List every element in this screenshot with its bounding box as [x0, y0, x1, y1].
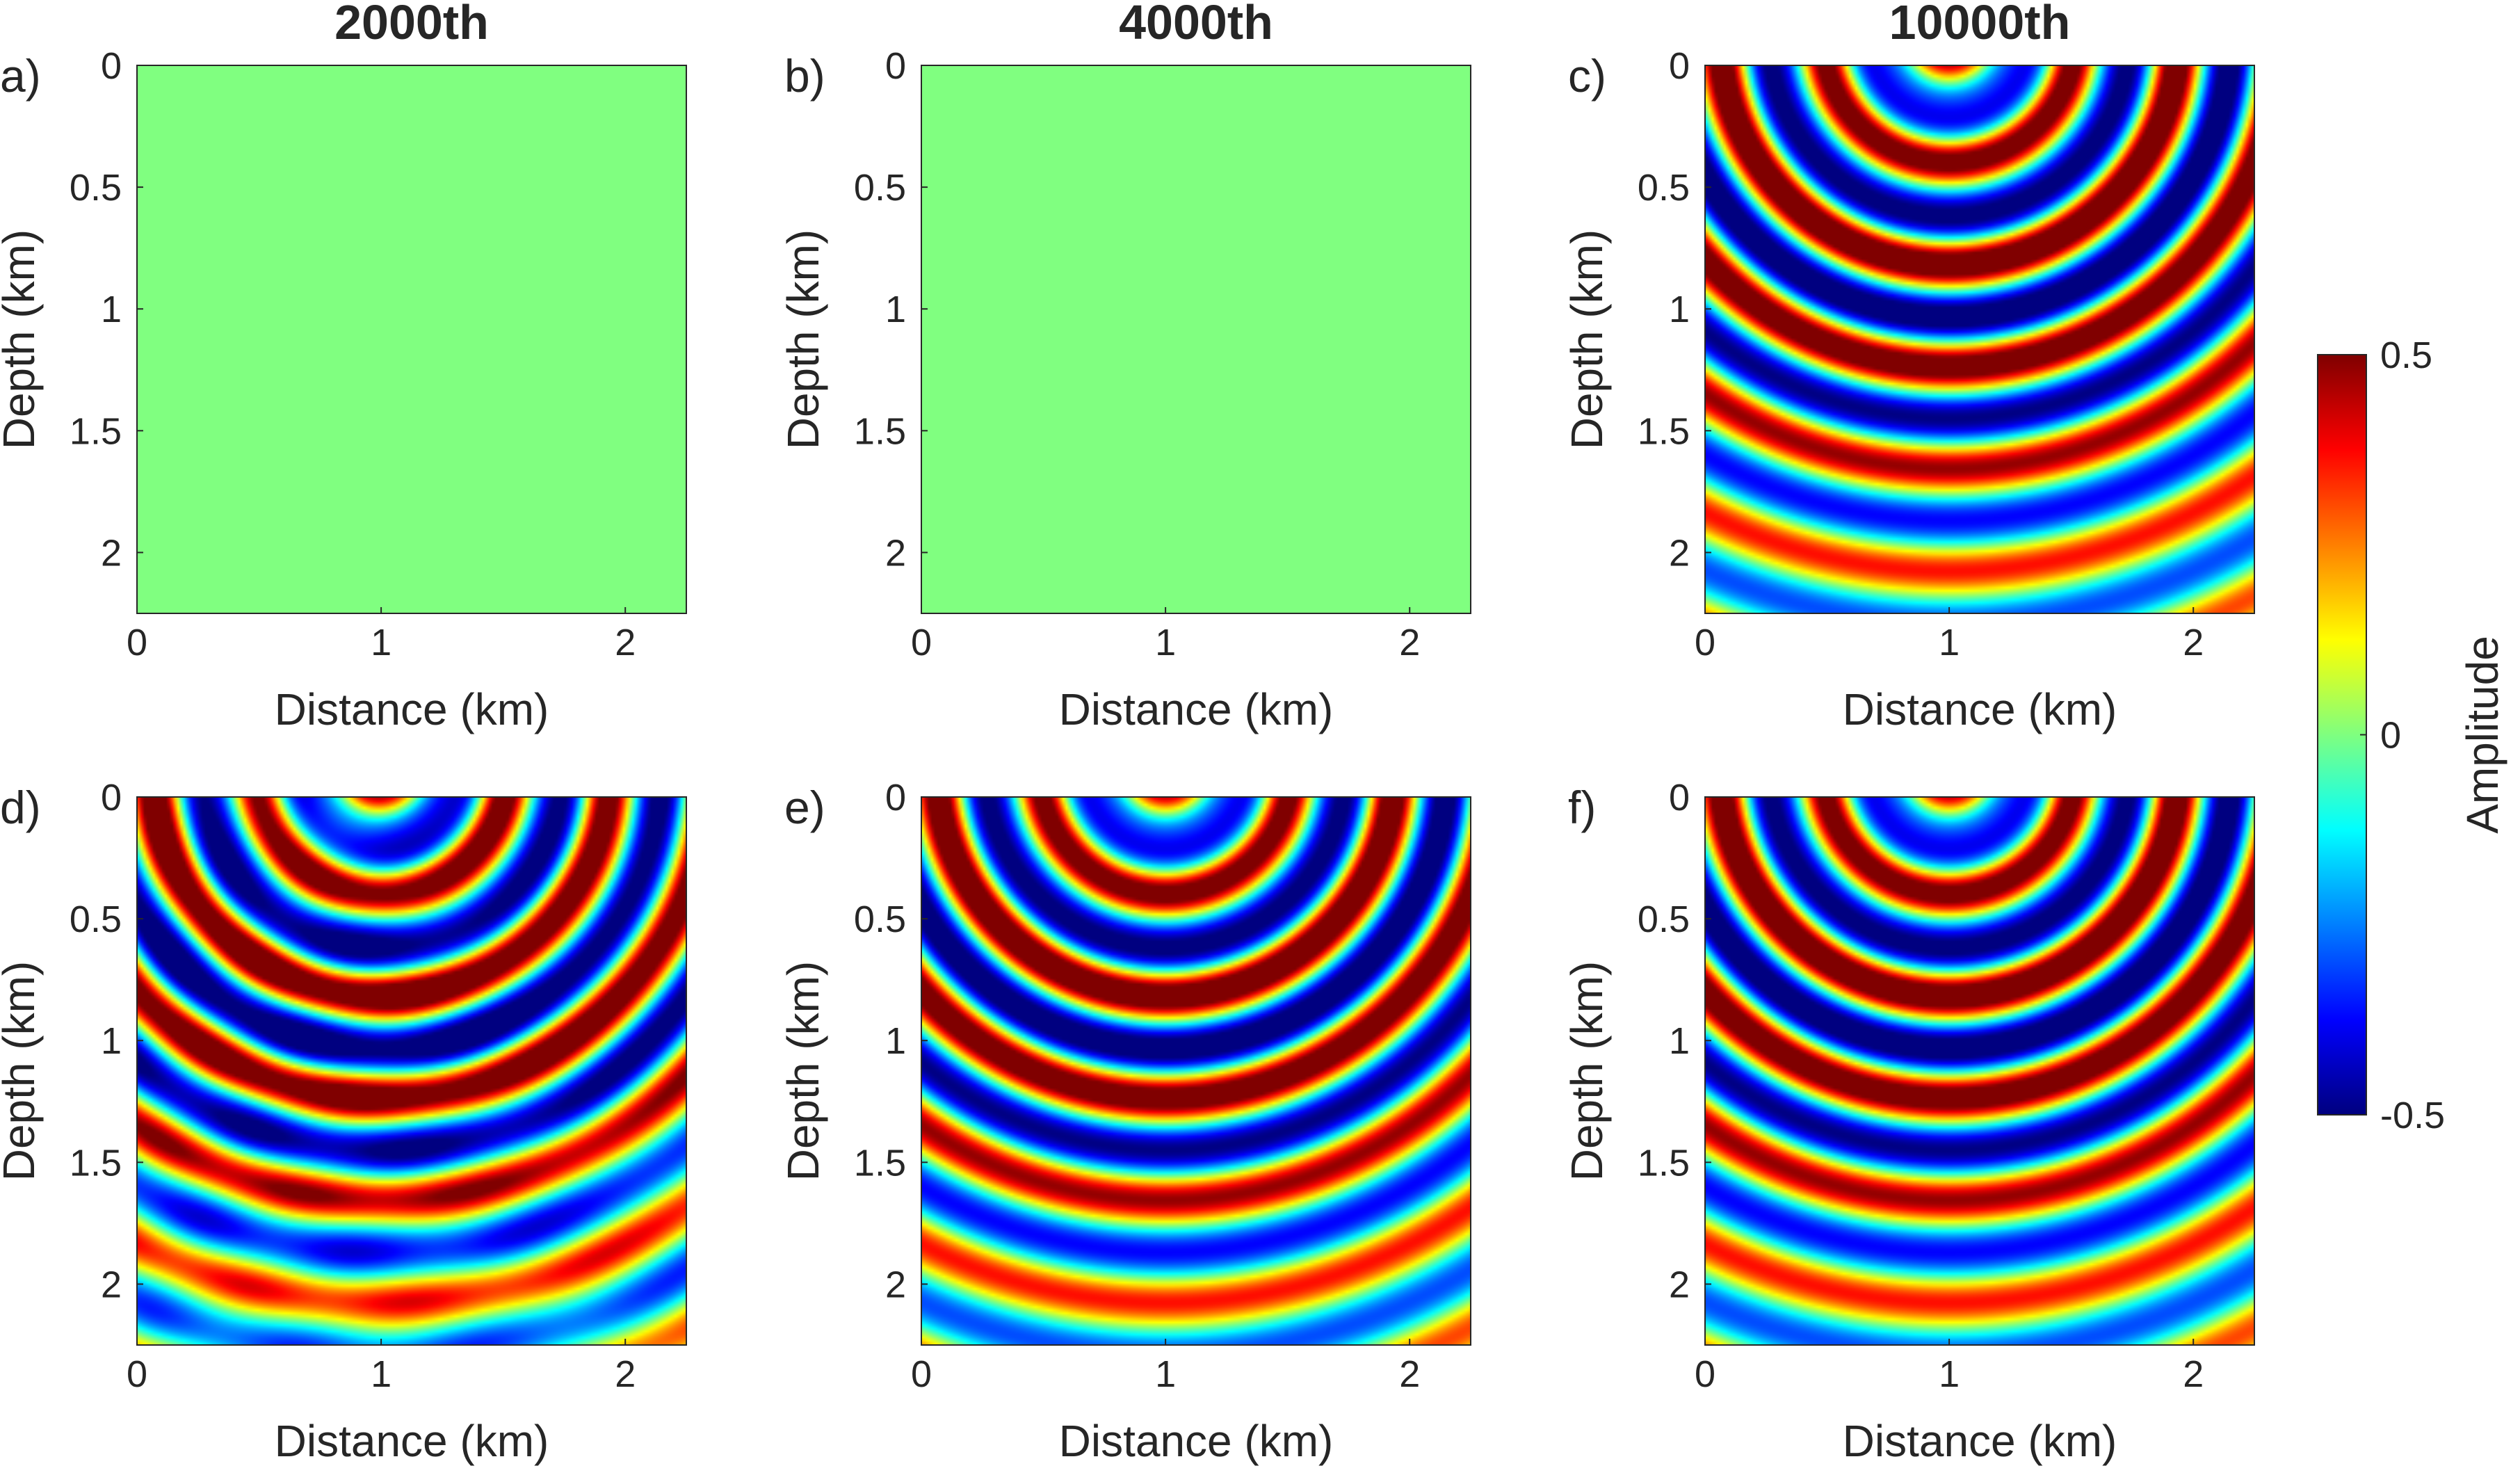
- y-tick-label: 1: [1669, 289, 1690, 330]
- y-tick-label: 0: [101, 45, 122, 87]
- colorbar-tick-label: 0.5: [2380, 335, 2432, 376]
- y-tick-label: 0.5: [70, 899, 122, 940]
- y-tick-label: 1: [101, 289, 122, 330]
- y-tick-label: 0.5: [1638, 167, 1690, 209]
- colorbar-tick-label: 0: [2380, 715, 2401, 757]
- colorbar-label: Amplitude: [2457, 636, 2507, 834]
- colorbar-gradient: [2317, 354, 2367, 1115]
- axes-frame: [921, 796, 1471, 1346]
- axes-frame: [1704, 65, 2255, 614]
- axes-frame: [136, 65, 687, 614]
- wavefield-heatmap: [137, 65, 686, 613]
- y-tick-label: 0: [1669, 777, 1690, 819]
- x-tick-label: 1: [1155, 622, 1176, 663]
- wavefield-heatmap: [137, 797, 686, 1345]
- x-tick-label: 2: [1399, 622, 1420, 663]
- y-axis-label: Depth (km): [1562, 229, 1612, 450]
- panel-1: 0 1 2 0 0.5 1 1.5 2 Distance (km) Depth (km) a) 200…: [0, 0, 687, 734]
- y-tick-label: 1: [885, 1020, 906, 1062]
- y-tick-label: 0.5: [70, 167, 122, 209]
- panel-4: 0 1 2 0 0.5 1 1.5 2 Distance (km) Depth (km) d): [0, 777, 687, 1466]
- y-tick-label: 2: [885, 532, 906, 574]
- axes-frame: [136, 796, 687, 1346]
- x-tick-label: 1: [371, 622, 391, 663]
- y-tick-label: 1.5: [70, 1142, 122, 1184]
- x-axis-label: Distance (km): [1843, 684, 2117, 734]
- wavefield-heatmap: [1705, 65, 2254, 613]
- colorbar: 0.5 0 -0.5 Amplitude: [2317, 335, 2507, 1136]
- y-axis-label: Depth (km): [0, 961, 44, 1182]
- y-tick-label: 1.5: [854, 1142, 906, 1184]
- y-tick-label: 0.5: [1638, 899, 1690, 940]
- y-tick-label: 0: [1669, 45, 1690, 87]
- x-tick-label: 2: [615, 622, 636, 663]
- y-tick-label: 0: [885, 777, 906, 819]
- y-axis-label: Depth (km): [1562, 961, 1612, 1182]
- y-tick-label: 1: [101, 1020, 122, 1062]
- axes-frame: [1704, 796, 2255, 1346]
- x-tick-label: 0: [911, 622, 932, 663]
- x-tick-label: 0: [1695, 1353, 1715, 1395]
- panel-label: b): [784, 50, 825, 102]
- y-tick-label: 2: [1669, 532, 1690, 574]
- x-tick-label: 1: [1155, 1353, 1176, 1395]
- y-tick-label: 1: [885, 289, 906, 330]
- x-tick-label: 2: [2183, 622, 2204, 663]
- x-tick-label: 1: [1939, 1353, 1960, 1395]
- panel-label: e): [784, 782, 825, 833]
- panel-3: 0 1 2 0 0.5 1 1.5 2 Distance (km) Depth (km) c) 100…: [1562, 0, 2255, 734]
- x-axis-label: Distance (km): [1843, 1416, 2117, 1466]
- y-axis-label: Depth (km): [778, 229, 828, 450]
- wavefield-heatmap: [1705, 797, 2254, 1345]
- panel-5: 0 1 2 0 0.5 1 1.5 2 Distance (km) Depth (km) e): [778, 777, 1471, 1466]
- panel-label: a): [0, 50, 41, 102]
- x-tick-label: 0: [1695, 622, 1715, 663]
- y-tick-label: 0.5: [854, 899, 906, 940]
- wavefield-heatmap: [921, 797, 1471, 1345]
- y-tick-label: 1.5: [70, 410, 122, 452]
- panel-title: 2000th: [334, 0, 489, 49]
- y-tick-label: 1.5: [854, 410, 906, 452]
- y-axis-label: Depth (km): [778, 961, 828, 1182]
- axes-frame: [921, 65, 1471, 614]
- y-tick-label: 0: [885, 45, 906, 87]
- panel-title: 4000th: [1119, 0, 1273, 49]
- x-tick-label: 2: [2183, 1353, 2204, 1395]
- y-tick-label: 0: [101, 777, 122, 819]
- panel-6: 0 1 2 0 0.5 1 1.5 2 Distance (km) Depth (km) f): [1562, 777, 2255, 1466]
- x-tick-label: 2: [615, 1353, 636, 1395]
- panel-2: 0 1 2 0 0.5 1 1.5 2 Distance (km) Depth (km) b) 400…: [778, 0, 1471, 734]
- y-tick-label: 2: [101, 1264, 122, 1305]
- x-tick-label: 0: [127, 1353, 147, 1395]
- panel-label: d): [0, 782, 41, 833]
- y-tick-label: 2: [1669, 1264, 1690, 1305]
- x-tick-label: 1: [1939, 622, 1960, 663]
- x-axis-label: Distance (km): [1059, 684, 1334, 734]
- panel-label: c): [1568, 50, 1606, 102]
- panel-label: f): [1568, 782, 1596, 833]
- x-axis-label: Distance (km): [275, 1416, 549, 1466]
- y-tick-label: 2: [885, 1264, 906, 1305]
- y-tick-label: 2: [101, 532, 122, 574]
- x-axis-label: Distance (km): [1059, 1416, 1334, 1466]
- x-tick-label: 0: [911, 1353, 932, 1395]
- panel-title: 10000th: [1889, 0, 2071, 49]
- wavefield-heatmap: [921, 65, 1471, 613]
- x-tick-label: 0: [127, 622, 147, 663]
- y-tick-label: 0.5: [854, 167, 906, 209]
- x-axis-label: Distance (km): [275, 684, 549, 734]
- x-tick-label: 1: [371, 1353, 391, 1395]
- y-tick-label: 1.5: [1638, 1142, 1690, 1184]
- y-axis-label: Depth (km): [0, 229, 44, 450]
- y-tick-label: 1.5: [1638, 410, 1690, 452]
- x-tick-label: 2: [1399, 1353, 1420, 1395]
- y-tick-label: 1: [1669, 1020, 1690, 1062]
- colorbar-tick-label: -0.5: [2380, 1095, 2445, 1136]
